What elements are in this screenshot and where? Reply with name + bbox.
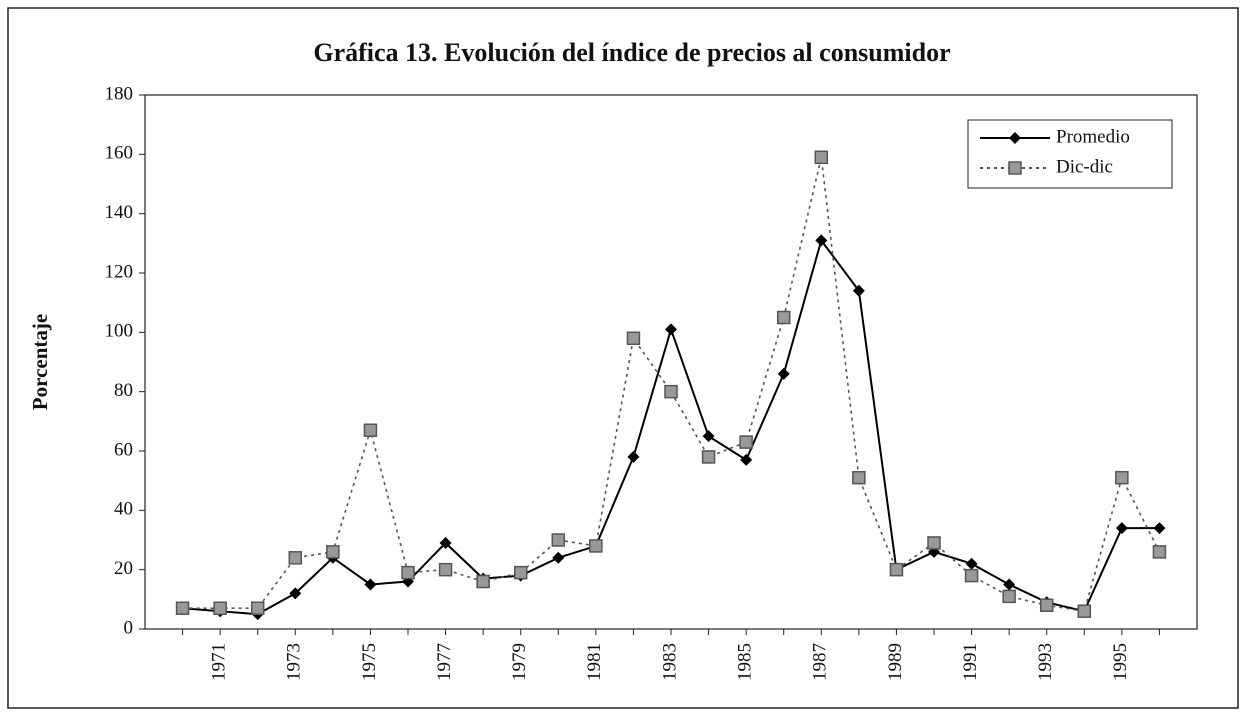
data-point	[1039, 598, 1054, 613]
x-tick-label: 1995	[1110, 643, 1131, 681]
y-tick-label: 40	[114, 499, 133, 520]
legend-marker	[1009, 132, 1021, 144]
data-point	[664, 384, 678, 399]
legend-box	[967, 119, 1173, 189]
data-point	[665, 323, 677, 336]
y-tick-label: 140	[105, 202, 134, 223]
data-point	[288, 551, 303, 565]
data-point	[889, 562, 904, 577]
data-point	[363, 423, 378, 437]
data-point	[1152, 545, 1167, 559]
y-tick-label: 80	[114, 380, 133, 401]
frame	[7, 7, 1239, 709]
x-tick-label: 1983	[659, 643, 680, 681]
data-point	[965, 557, 978, 570]
data-point	[476, 574, 490, 589]
data-point	[438, 562, 453, 577]
y-tick-label: 60	[114, 439, 133, 460]
x-tick-label: 1985	[735, 643, 756, 681]
data-point	[552, 551, 565, 564]
x-tick-label: 1989	[885, 643, 906, 681]
legend-label: Promedio	[1056, 126, 1130, 147]
data-point	[175, 601, 190, 615]
data-point	[364, 578, 377, 591]
legend-label: Dic-dic	[1056, 156, 1113, 177]
data-point	[814, 150, 829, 165]
x-tick-label: 1991	[960, 643, 981, 681]
data-point	[626, 331, 641, 346]
data-point	[701, 450, 716, 464]
data-point	[777, 367, 790, 380]
y-tick-label: 100	[105, 321, 134, 342]
data-point	[852, 284, 865, 297]
series-line	[182, 157, 1161, 613]
data-point	[1077, 604, 1092, 618]
data-point	[927, 536, 941, 550]
x-tick-label: 1971	[209, 643, 230, 681]
y-tick-label: 120	[105, 261, 134, 282]
x-tick-label: 1993	[1035, 643, 1056, 681]
y-tick-label: 160	[105, 143, 134, 164]
y-tick-label: 0	[124, 617, 134, 638]
y-tick-label: 20	[114, 558, 133, 579]
data-point	[1115, 470, 1129, 485]
x-tick-label: 1973	[284, 643, 305, 681]
data-point	[776, 310, 791, 325]
chart-title: Gráfica 13. Evolución del índice de prec…	[313, 38, 950, 67]
data-point	[1153, 522, 1166, 535]
data-point	[513, 565, 528, 580]
data-point	[852, 470, 866, 485]
data-point	[1115, 522, 1128, 535]
data-point	[326, 545, 340, 559]
data-point	[439, 536, 452, 549]
y-tick-label: 180	[105, 83, 134, 104]
data-point	[627, 450, 640, 463]
data-point	[401, 565, 415, 580]
x-tick-label: 1979	[509, 643, 530, 681]
data-point	[250, 601, 265, 615]
data-point	[964, 568, 979, 583]
data-point	[702, 430, 715, 443]
x-tick-label: 1975	[359, 643, 380, 681]
data-point	[589, 539, 603, 553]
data-point	[739, 435, 753, 449]
y-axis-label: Porcentaje	[28, 314, 52, 410]
data-point	[213, 601, 227, 615]
x-tick-label: 1987	[810, 643, 831, 681]
data-point	[1003, 578, 1016, 591]
data-point	[815, 234, 828, 247]
data-point	[551, 533, 566, 547]
data-point	[740, 453, 753, 466]
legend-marker	[1008, 161, 1022, 175]
data-point	[1002, 589, 1016, 604]
x-tick-label: 1981	[584, 643, 605, 681]
data-point	[289, 587, 302, 600]
x-tick-label: 1977	[434, 643, 455, 681]
